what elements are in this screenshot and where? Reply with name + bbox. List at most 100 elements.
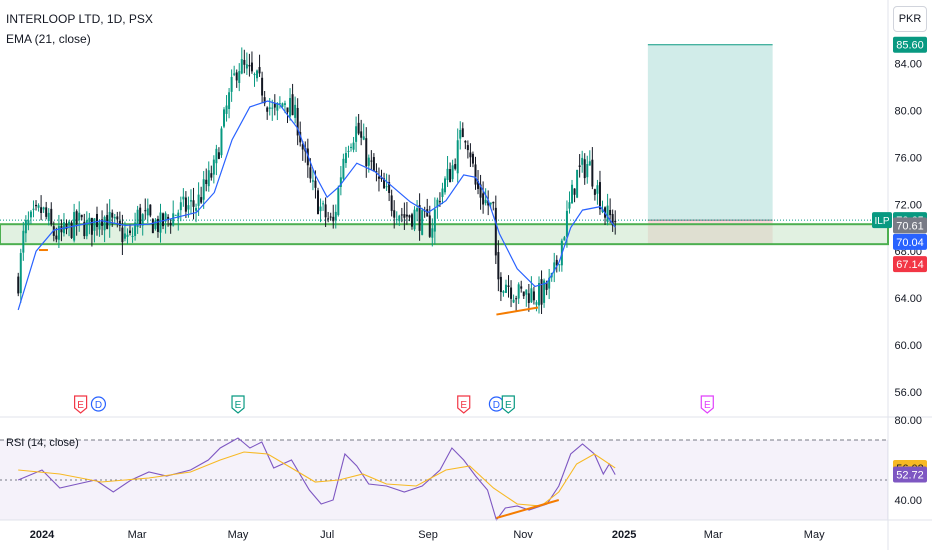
candle-body bbox=[75, 211, 78, 224]
symbol-tag-badge bbox=[872, 212, 892, 229]
candle-body bbox=[27, 220, 30, 225]
rsi-value-label: 52.72 bbox=[896, 470, 924, 482]
candle-body bbox=[433, 209, 436, 232]
candle-body bbox=[113, 216, 116, 219]
candle-body bbox=[47, 212, 50, 222]
candle-body bbox=[134, 222, 137, 236]
symbol-tag: ILP bbox=[874, 216, 889, 227]
candle-body bbox=[438, 201, 441, 203]
price-tick-label: 64.00 bbox=[894, 293, 922, 305]
candle-body bbox=[283, 103, 286, 105]
candle-body bbox=[403, 214, 406, 218]
candle-body bbox=[454, 164, 457, 169]
candle-body bbox=[35, 204, 38, 207]
price-label-badge bbox=[893, 217, 927, 234]
candle-body bbox=[444, 178, 447, 193]
candle-body bbox=[70, 222, 73, 238]
candle-body bbox=[24, 220, 27, 234]
price-label: 70.04 bbox=[896, 237, 924, 249]
candle-body bbox=[88, 217, 91, 223]
candle-body bbox=[456, 140, 459, 174]
candle-body bbox=[98, 221, 101, 230]
candle-body bbox=[385, 186, 388, 188]
candle-body bbox=[253, 74, 256, 76]
candle-body bbox=[233, 73, 236, 75]
earnings-marker-icon bbox=[501, 395, 515, 414]
candle-body bbox=[410, 214, 413, 227]
candle-body bbox=[169, 222, 172, 226]
candle-body bbox=[347, 150, 350, 152]
candle-body bbox=[400, 214, 403, 216]
candle-body bbox=[215, 148, 218, 164]
candle-body bbox=[398, 215, 401, 222]
candle-body bbox=[95, 213, 98, 227]
price-tick-label: 80.00 bbox=[894, 105, 922, 117]
candle-body bbox=[192, 200, 195, 207]
candle-body bbox=[118, 220, 121, 226]
candle-body bbox=[568, 202, 571, 209]
candle-body bbox=[372, 157, 375, 172]
candle-body bbox=[525, 289, 528, 295]
candle-body bbox=[159, 212, 162, 233]
candle-body bbox=[101, 219, 104, 226]
candle-body bbox=[156, 218, 159, 232]
candle-body bbox=[311, 180, 314, 182]
candle-body bbox=[220, 128, 223, 156]
candle-body bbox=[289, 98, 292, 117]
candle-body bbox=[85, 220, 88, 237]
candle-body bbox=[581, 157, 584, 165]
rsi-legend[interactable]: RSI (14, close) bbox=[6, 437, 79, 449]
candle-body bbox=[408, 215, 411, 218]
candle-body bbox=[281, 103, 284, 107]
candle-body bbox=[309, 167, 312, 179]
candle-body bbox=[129, 230, 132, 233]
time-tick-label: Jul bbox=[320, 529, 334, 541]
price-label: 70.61 bbox=[896, 220, 924, 232]
ema-legend[interactable]: EMA (21, close) bbox=[6, 32, 91, 46]
candle-body bbox=[291, 94, 294, 116]
candle-body bbox=[451, 165, 454, 180]
candle-body bbox=[245, 64, 248, 69]
currency-button[interactable]: PKR bbox=[893, 6, 927, 32]
candle-body bbox=[393, 210, 396, 218]
candle-body bbox=[339, 177, 342, 187]
candle-body bbox=[200, 197, 203, 203]
event-marker-label: D bbox=[95, 400, 102, 411]
candles bbox=[17, 47, 617, 314]
candle-body bbox=[355, 126, 358, 142]
candle-body bbox=[225, 105, 228, 114]
symbol-legend[interactable]: INTERLOOP LTD, 1D, PSX bbox=[6, 12, 153, 26]
candle-body bbox=[342, 158, 345, 179]
candle-body bbox=[83, 221, 86, 237]
candle-body bbox=[538, 283, 541, 306]
candle-body bbox=[535, 302, 538, 305]
candle-body bbox=[19, 253, 22, 294]
price-tick-label: 76.00 bbox=[894, 152, 922, 164]
candle-body bbox=[294, 104, 297, 118]
candle-body bbox=[286, 107, 289, 113]
earnings-marker-icon bbox=[74, 395, 88, 414]
rsi-divergence-line bbox=[496, 499, 560, 519]
support-zone bbox=[0, 223, 889, 246]
candle-body bbox=[482, 193, 485, 205]
candle-body bbox=[459, 129, 462, 139]
candle-body bbox=[182, 196, 185, 200]
candle-body bbox=[352, 142, 355, 150]
candle-body bbox=[273, 103, 276, 108]
candle-body bbox=[55, 235, 58, 240]
candle-body bbox=[123, 233, 126, 239]
candle-body bbox=[388, 182, 391, 194]
candle-body bbox=[337, 188, 340, 216]
time-tick-label: 2025 bbox=[612, 529, 636, 541]
candle-body bbox=[532, 291, 535, 301]
price-label-badge bbox=[893, 256, 927, 273]
candle-body bbox=[510, 287, 513, 299]
candle-body bbox=[278, 103, 281, 105]
price-tick-label: 72.00 bbox=[894, 199, 922, 211]
candle-body bbox=[121, 227, 124, 243]
candle-body bbox=[149, 204, 152, 216]
candle-body bbox=[271, 107, 274, 109]
event-marker-label: E bbox=[460, 400, 467, 411]
candle-body bbox=[479, 184, 482, 198]
